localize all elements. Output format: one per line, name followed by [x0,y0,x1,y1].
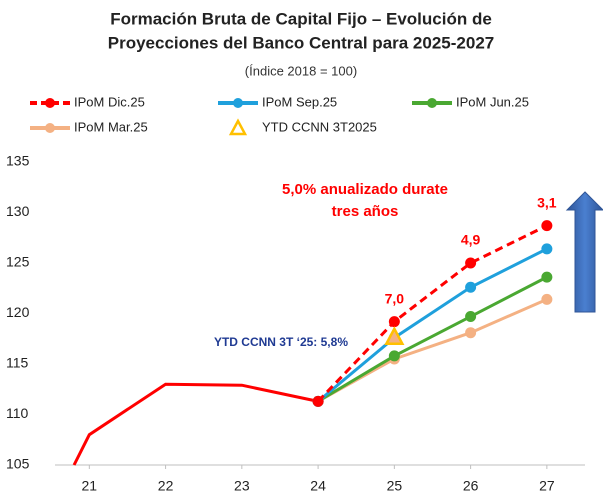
x-tick-label: 27 [539,478,555,494]
point [465,257,477,269]
up-arrow [565,191,603,313]
point [312,395,324,407]
projection-note: 5,0% anualizado durate [282,181,448,198]
legend-label: IPoM Mar.25 [74,119,148,134]
y-tick-label: 125 [6,254,30,270]
point [541,220,553,232]
series-line [317,297,548,403]
projection-note: tres años [332,203,399,220]
y-tick-label: 105 [6,456,30,472]
series-line [317,224,548,403]
x-tick-label: 24 [310,478,326,494]
y-tick-label: 135 [6,153,30,169]
history-line [72,382,319,466]
chart-subtitle: (Índice 2018 = 100) [245,63,357,78]
legend-label: IPoM Sep.25 [262,94,337,109]
y-tick-label: 120 [6,304,30,320]
point [465,327,477,339]
x-tick-label: 23 [234,478,250,494]
legend-marker [233,98,243,108]
y-tick-label: 130 [6,203,30,219]
legend-label: IPoM Dic.25 [74,94,145,109]
x-tick-label: 21 [82,478,98,494]
growth-label: 7,0 [385,290,405,306]
chart-title: Formación Bruta de Capital Fijo – Evoluc… [110,9,492,28]
growth-label: 4,9 [461,232,481,248]
y-tick-label: 110 [6,405,29,421]
point [388,316,400,328]
series-line [317,275,548,403]
legend-label: IPoM Jun.25 [456,94,529,109]
point [541,271,553,283]
x-tick-label: 26 [463,478,479,494]
x-tick-label: 22 [158,478,174,494]
point [541,243,553,255]
legend-marker [45,98,55,108]
legend-marker [228,118,248,136]
point [465,311,477,323]
ytd-annotation: YTD CCNN 3T ‘25: 5,8% [214,335,348,349]
y-tick-label: 115 [6,355,29,371]
legend-label: YTD CCNN 3T2025 [262,119,377,134]
x-tick-label: 25 [387,478,403,494]
chart-title: Proyecciones del Banco Central para 2025… [108,33,494,52]
point [541,293,553,305]
series-line [317,247,548,403]
legend-marker [45,123,55,133]
point [388,350,400,362]
ytd-marker [384,326,405,345]
point [465,281,477,293]
legend-marker [427,98,437,108]
growth-label: 3,1 [537,194,557,210]
